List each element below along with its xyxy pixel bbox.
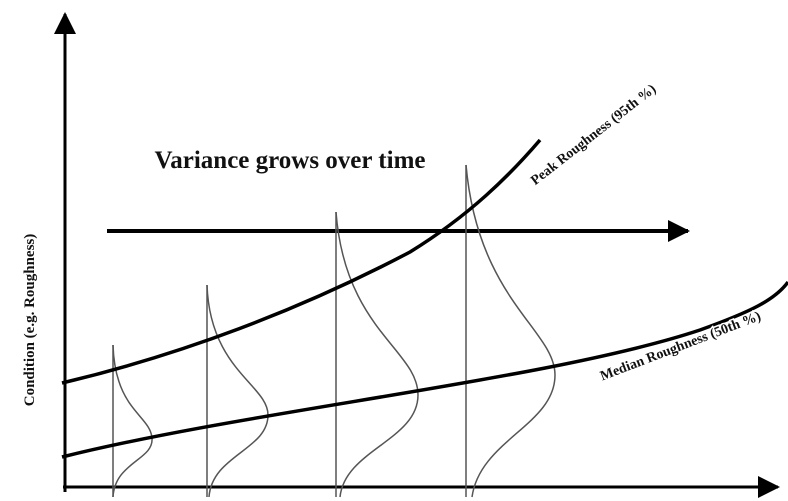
y-axis-label: Condition (e.g. Roughness) <box>22 234 38 407</box>
title: Variance grows over time <box>154 147 425 174</box>
dist-curve <box>465 164 556 498</box>
distributions <box>112 164 556 498</box>
dist-curve <box>206 284 269 498</box>
median-label: Median Roughness (50th %) <box>598 309 763 384</box>
median-curve <box>61 280 788 459</box>
peak-label: Peak Roughness (95th %) <box>528 82 659 189</box>
peak-curve <box>61 138 542 385</box>
